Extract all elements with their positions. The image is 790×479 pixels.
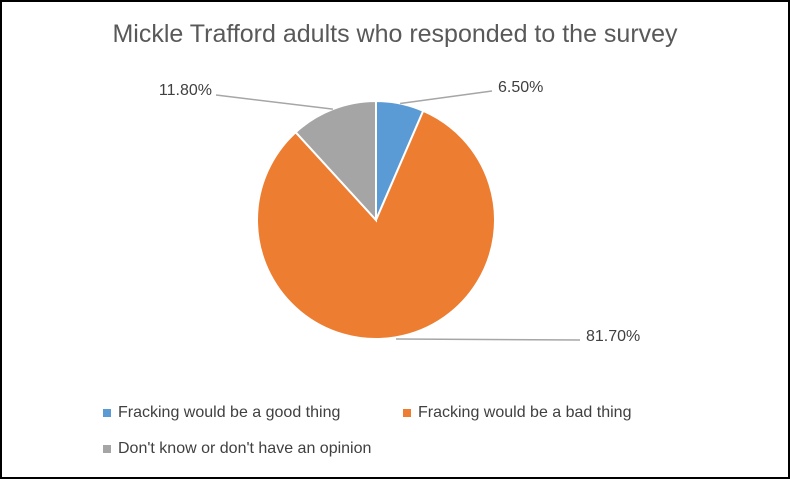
legend-swatch-bad [403, 409, 411, 417]
legend-item-bad: Fracking would be a bad thing [403, 404, 631, 422]
legend-label-bad: Fracking would be a bad thing [418, 404, 632, 421]
chart-title: Mickle Trafford adults who responded to … [112, 20, 678, 48]
data-labels: 6.50% 81.70% 11.80% [159, 79, 640, 345]
leader-lines [215, 90, 581, 341]
legend-label-unsure: Don't know or don't have an opinion [118, 440, 372, 457]
legend-label-good: Fracking would be a good thing [118, 404, 341, 421]
pie-slices [256, 99, 496, 340]
legend-swatch-unsure [103, 445, 111, 453]
legend-item-good: Fracking would be a good thing [103, 404, 340, 422]
leader-line-unsure [215, 94, 333, 110]
pie-slice-bad [256, 109, 496, 340]
leader-line-good [400, 90, 493, 105]
data-label-good: 6.50% [498, 79, 543, 96]
legend-swatch-good [103, 409, 111, 417]
data-label-unsure: 11.80% [159, 82, 212, 99]
leader-line-bad [395, 338, 581, 341]
legend-item-unsure: Don't know or don't have an opinion [103, 440, 371, 458]
data-label-bad: 81.70% [586, 328, 640, 345]
